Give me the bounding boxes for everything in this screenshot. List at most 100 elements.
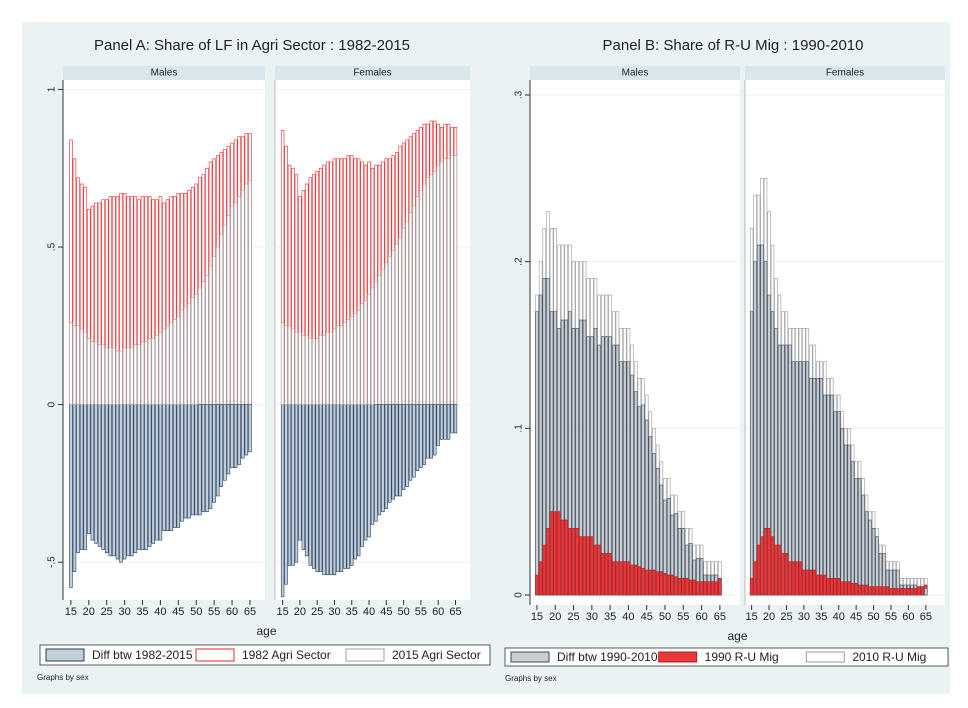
bar xyxy=(339,325,344,405)
bar xyxy=(305,404,309,557)
bar xyxy=(833,578,837,596)
bar xyxy=(582,536,587,596)
bar xyxy=(857,478,862,596)
bar xyxy=(223,224,227,405)
bar xyxy=(749,578,754,596)
bar xyxy=(837,578,841,596)
bar xyxy=(198,287,202,405)
bar xyxy=(90,341,95,405)
x-tick-label: 60 xyxy=(432,606,444,618)
bar xyxy=(176,404,181,528)
bar xyxy=(710,581,715,596)
bar xyxy=(882,586,886,596)
x-tick-label: 60 xyxy=(226,606,238,618)
bar xyxy=(666,574,671,596)
bar xyxy=(408,404,413,481)
bar xyxy=(871,528,876,596)
bar xyxy=(205,275,209,405)
bar xyxy=(388,404,392,503)
bar xyxy=(405,221,409,405)
legend-label: 1982 Agri Sector xyxy=(242,648,331,662)
bar xyxy=(429,404,433,459)
bar xyxy=(165,404,170,531)
bar xyxy=(147,404,152,547)
bar xyxy=(162,404,166,531)
bar xyxy=(133,344,138,405)
bar xyxy=(612,561,616,596)
bar xyxy=(87,404,91,535)
bar xyxy=(641,404,645,596)
panel-strip xyxy=(275,66,470,80)
x-tick-label: 65 xyxy=(244,606,256,618)
bar xyxy=(850,461,855,596)
bar xyxy=(312,338,316,405)
bar xyxy=(237,196,241,405)
bar xyxy=(774,544,778,596)
bar xyxy=(763,528,768,596)
bar xyxy=(601,553,605,596)
bar xyxy=(674,576,678,596)
bar xyxy=(802,569,806,596)
bar xyxy=(910,588,914,596)
bar xyxy=(619,561,623,596)
y-tick-label: 0 xyxy=(514,592,525,598)
bar xyxy=(756,544,761,596)
bar xyxy=(826,394,830,596)
x-tick-label: 40 xyxy=(833,611,845,623)
bar xyxy=(612,344,616,596)
bar xyxy=(408,212,413,405)
bar xyxy=(896,588,900,596)
bar xyxy=(450,404,454,434)
bar xyxy=(219,234,224,405)
bar xyxy=(753,561,757,596)
bar xyxy=(560,519,565,596)
bar xyxy=(353,404,357,560)
bar xyxy=(363,300,368,405)
bar xyxy=(384,404,389,509)
bar xyxy=(906,588,911,596)
y-tick-label: -.5 xyxy=(47,556,58,568)
bar xyxy=(119,404,123,563)
bar xyxy=(826,578,830,596)
bar xyxy=(767,528,771,596)
x-tick-label: 25 xyxy=(311,606,323,618)
bar xyxy=(94,341,98,405)
bar xyxy=(79,328,84,405)
bar xyxy=(69,404,73,588)
bar xyxy=(162,328,166,405)
bar xyxy=(325,331,330,405)
bar xyxy=(453,404,458,434)
bar xyxy=(291,328,295,405)
bar xyxy=(248,404,252,453)
bar xyxy=(791,361,796,596)
bar xyxy=(429,174,433,405)
x-tick-label: 45 xyxy=(850,611,862,623)
bar xyxy=(180,309,184,405)
bar xyxy=(788,561,792,596)
bar xyxy=(140,341,145,405)
bar xyxy=(812,378,817,596)
bar xyxy=(630,564,634,596)
bar xyxy=(169,404,173,531)
panel-strip xyxy=(63,66,265,80)
bar xyxy=(208,265,213,405)
bar xyxy=(325,404,330,576)
bar xyxy=(688,579,693,596)
x-tick-label: 60 xyxy=(695,611,707,623)
x-tick-label: 35 xyxy=(604,611,616,623)
bar xyxy=(685,578,689,596)
bar xyxy=(837,411,841,596)
bar xyxy=(805,361,810,596)
bar xyxy=(568,528,572,596)
bar xyxy=(151,404,155,544)
bar xyxy=(112,404,116,557)
bar xyxy=(677,578,682,596)
bar xyxy=(374,281,378,405)
bar xyxy=(450,155,454,405)
bar xyxy=(446,158,451,405)
bar xyxy=(798,561,803,596)
bar xyxy=(315,404,319,572)
legend-swatch xyxy=(195,648,235,662)
bar xyxy=(388,256,392,405)
bar xyxy=(439,161,444,405)
